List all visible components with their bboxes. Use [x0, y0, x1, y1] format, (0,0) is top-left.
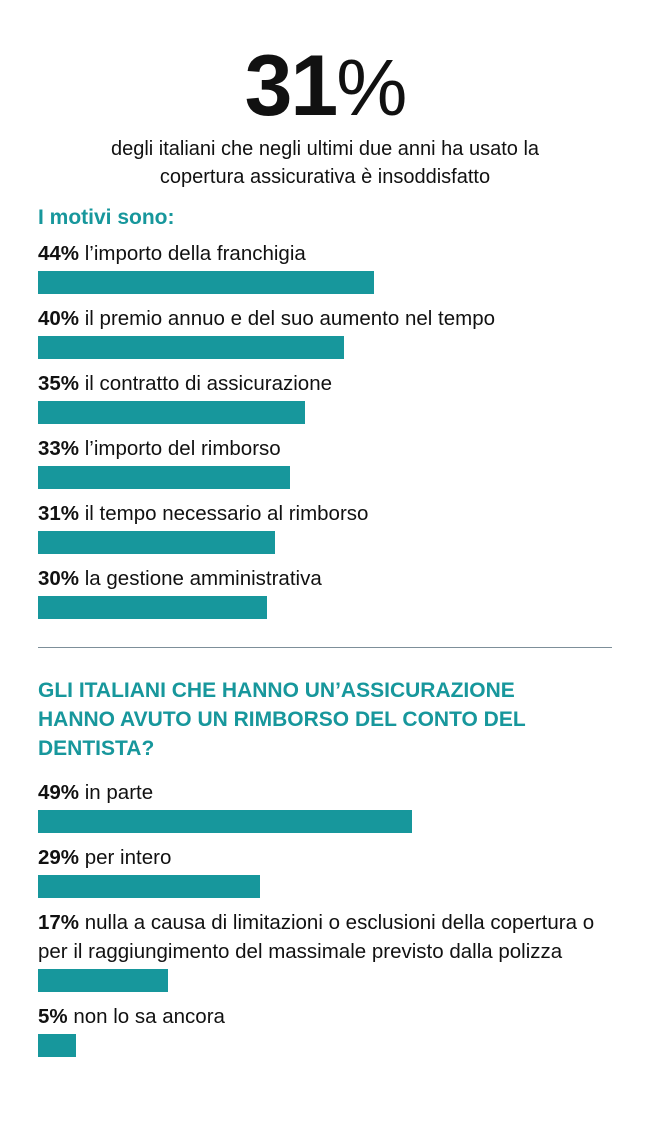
row: 31% il tempo necessario al rimborso	[38, 499, 612, 554]
bar	[38, 271, 375, 294]
row: 33% l’importo del rimborso	[38, 434, 612, 489]
value-label: 31%	[38, 502, 80, 525]
chart: GLI ITALIANI CHE HANNO UN’ASSICURAZIONE …	[38, 676, 612, 1067]
row: 17% nulla a causa di limitazioni o esclu…	[38, 908, 612, 992]
category-label: per intero	[84, 846, 172, 869]
bar	[38, 466, 291, 489]
category-label: il premio annuo e del suo aumento nel te…	[84, 307, 495, 330]
row: 29% per intero	[38, 843, 612, 898]
category-label: l’importo della franchigia	[84, 242, 306, 265]
category-label: nulla a causa di limitazioni o esclusion…	[38, 911, 595, 963]
headline: 31%	[244, 38, 408, 134]
bar	[38, 1034, 77, 1057]
category-label: il contratto di assicurazione	[84, 372, 332, 395]
label: 40% il premio annuo e del suo aumento ne…	[38, 304, 612, 333]
chart-title: GLI ITALIANI CHE HANNO UN’ASSICURAZIONE …	[38, 679, 526, 760]
bar	[38, 401, 306, 424]
row: 40% il premio annuo e del suo aumento ne…	[38, 304, 612, 359]
label: 29% per intero	[38, 843, 612, 872]
divider	[38, 647, 612, 648]
category-label: l’importo del rimborso	[84, 437, 281, 460]
row: 44% l’importo della franchigia	[38, 239, 612, 294]
category-label: la gestione amministrativa	[84, 567, 322, 590]
value-label: 40%	[38, 307, 80, 330]
chart-title: I motivi sono:	[38, 206, 175, 229]
bar	[38, 336, 344, 359]
category-label: il tempo necessario al rimborso	[84, 502, 369, 525]
label: 33% l’importo del rimborso	[38, 434, 612, 463]
value-label: 33%	[38, 437, 80, 460]
category-label: in parte	[84, 781, 154, 804]
label: 31% il tempo necessario al rimborso	[38, 499, 612, 528]
row: 35% il contratto di assicurazione	[38, 369, 612, 424]
category-label: non lo sa ancora	[73, 1005, 225, 1028]
label: 49% in parte	[38, 778, 612, 807]
value-label: 49%	[38, 781, 80, 804]
chart: I motivi sono: 44% l’importo della franch…	[38, 203, 612, 629]
value-label: 30%	[38, 567, 80, 590]
label: 44% l’importo della franchigia	[38, 239, 612, 268]
label: 5% non lo sa ancora	[38, 1002, 612, 1031]
value-label: 5%	[38, 1005, 68, 1028]
bar	[38, 810, 413, 833]
value-label: 17%	[38, 911, 80, 934]
label: 17% nulla a causa di limitazioni o esclu…	[38, 908, 612, 966]
row: 30% la gestione amministrativa	[38, 564, 612, 619]
subtitle: degli italiani che negli ultimi due anni…	[110, 138, 540, 188]
bar	[38, 531, 275, 554]
bar	[38, 969, 168, 992]
value-label: 29%	[38, 846, 80, 869]
bar	[38, 875, 260, 898]
value-label: 44%	[38, 242, 80, 265]
bar	[38, 596, 268, 619]
row: 49% in parte	[38, 778, 612, 833]
label: 35% il contratto di assicurazione	[38, 369, 612, 398]
value-label: 35%	[38, 372, 80, 395]
label: 30% la gestione amministrativa	[38, 564, 612, 593]
row: 5% non lo sa ancora	[38, 1002, 612, 1057]
